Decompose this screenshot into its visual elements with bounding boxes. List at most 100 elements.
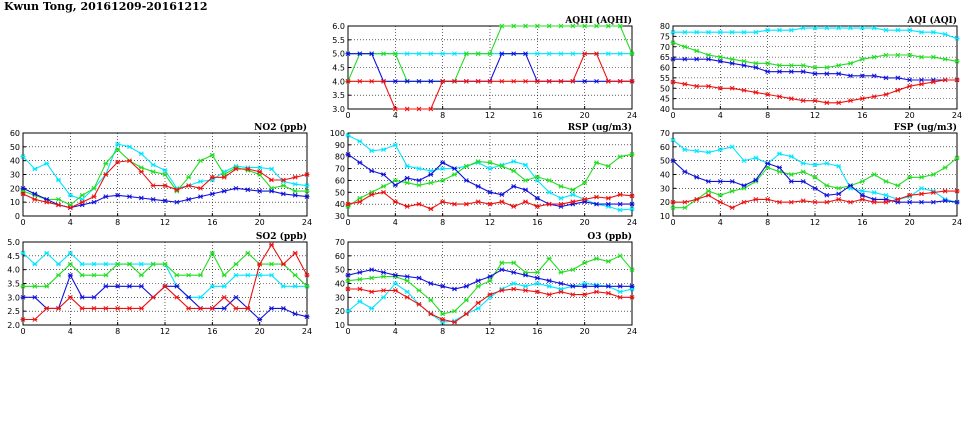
data-point-red <box>954 77 960 83</box>
data-point-green <box>304 283 310 289</box>
data-point-red <box>629 193 635 199</box>
data-point-red <box>582 292 588 297</box>
data-point-green <box>20 283 26 289</box>
data-point-green <box>487 51 493 57</box>
data-point-red <box>788 96 794 101</box>
data-point-cyan <box>127 144 132 150</box>
data-point-red <box>499 78 505 84</box>
x-tick-label: 16 <box>532 218 542 227</box>
data-point-green <box>115 147 121 152</box>
data-point-blue <box>534 195 540 201</box>
chart-fsp: 0 4 8 12 16 20 24 10 20 30 40 50 60 70 FSP (ug/m3) <box>660 122 962 227</box>
data-point-blue <box>463 283 469 289</box>
data-point-blue <box>871 73 877 79</box>
data-point-blue <box>475 184 481 189</box>
y-tick-label: 40 <box>660 105 670 114</box>
data-point-blue <box>404 274 410 279</box>
data-point-blue <box>115 192 121 198</box>
data-point-cyan <box>257 272 263 278</box>
data-point-red <box>150 183 156 188</box>
y-tick-label: 4.5 <box>7 252 20 261</box>
y-tick-label: 2.5 <box>7 307 20 316</box>
data-point-red <box>594 194 599 200</box>
data-point-red <box>499 288 505 293</box>
data-point-green <box>103 272 109 278</box>
data-point-red <box>381 78 386 84</box>
data-point-green <box>499 23 505 29</box>
x-tick-label: 8 <box>765 111 770 120</box>
x-tick-label: 8 <box>440 218 445 227</box>
data-point-red <box>381 288 386 293</box>
data-point-red <box>930 79 936 85</box>
data-point-green <box>357 276 363 282</box>
data-point-red <box>103 172 109 177</box>
x-tick-label: 20 <box>580 218 590 227</box>
data-point-cyan <box>812 162 818 168</box>
data-point-cyan <box>570 192 576 198</box>
y-tick-label: 4.5 <box>332 64 345 73</box>
x-tick-label: 12 <box>485 111 495 120</box>
data-point-blue <box>605 201 611 207</box>
data-point-blue <box>558 204 564 209</box>
data-point-blue <box>777 165 782 170</box>
data-point-red <box>617 294 623 300</box>
data-point-cyan <box>138 151 144 157</box>
data-point-blue <box>617 283 623 289</box>
data-point-blue <box>127 194 132 199</box>
data-point-red <box>392 199 398 205</box>
data-point-cyan <box>682 29 688 35</box>
data-point-blue <box>150 197 156 202</box>
data-point-green <box>717 54 723 60</box>
data-point-blue <box>91 199 97 205</box>
data-point-blue <box>32 294 38 300</box>
data-point-green <box>269 261 274 267</box>
data-point-green <box>570 23 576 29</box>
data-point-green <box>511 168 517 174</box>
data-point-green <box>919 54 924 60</box>
data-point-red <box>56 306 61 311</box>
data-point-red <box>859 96 865 101</box>
data-point-green <box>919 174 924 180</box>
data-point-blue <box>292 311 298 317</box>
data-point-red <box>919 81 924 87</box>
data-point-cyan <box>919 29 924 35</box>
data-point-green <box>452 308 457 314</box>
data-point-blue <box>670 56 676 62</box>
data-point-blue <box>511 184 517 189</box>
y-tick-label: 90 <box>335 141 345 150</box>
y-tick-label: 5.0 <box>332 50 345 59</box>
y-tick-label: 5.0 <box>7 238 20 247</box>
data-point-cyan <box>546 51 552 57</box>
data-point-red <box>269 242 274 248</box>
data-point-blue <box>824 192 830 198</box>
data-point-green <box>546 256 552 261</box>
data-point-green <box>883 179 889 184</box>
series-line-red <box>347 191 633 210</box>
data-point-green <box>416 182 422 188</box>
chart-so2: 0 4 8 12 16 20 24 2.0 2.5 3.0 3.5 4.0 4.5 5.0 SO2 (ppb… <box>7 231 312 336</box>
data-point-red <box>357 78 363 84</box>
data-point-green <box>682 205 688 211</box>
data-point-red <box>871 94 877 99</box>
data-point-green <box>150 261 156 267</box>
data-point-red <box>558 78 564 84</box>
data-point-red <box>717 85 723 91</box>
data-point-red <box>32 197 38 202</box>
data-point-red <box>44 199 50 205</box>
data-point-green <box>138 165 144 170</box>
data-point-green <box>523 178 528 183</box>
data-point-green <box>930 172 936 177</box>
data-point-cyan <box>198 179 203 184</box>
data-point-red <box>452 201 457 207</box>
data-point-blue <box>304 194 310 199</box>
x-tick-label: 8 <box>440 111 445 120</box>
data-point-blue <box>954 199 960 205</box>
data-point-green <box>404 278 410 284</box>
data-point-blue <box>103 194 109 199</box>
data-point-red <box>404 204 410 209</box>
data-point-red <box>717 199 723 205</box>
data-point-cyan <box>942 31 948 37</box>
data-point-green <box>198 272 203 278</box>
data-point-red <box>245 306 251 311</box>
x-tick-label: 0 <box>670 218 675 227</box>
